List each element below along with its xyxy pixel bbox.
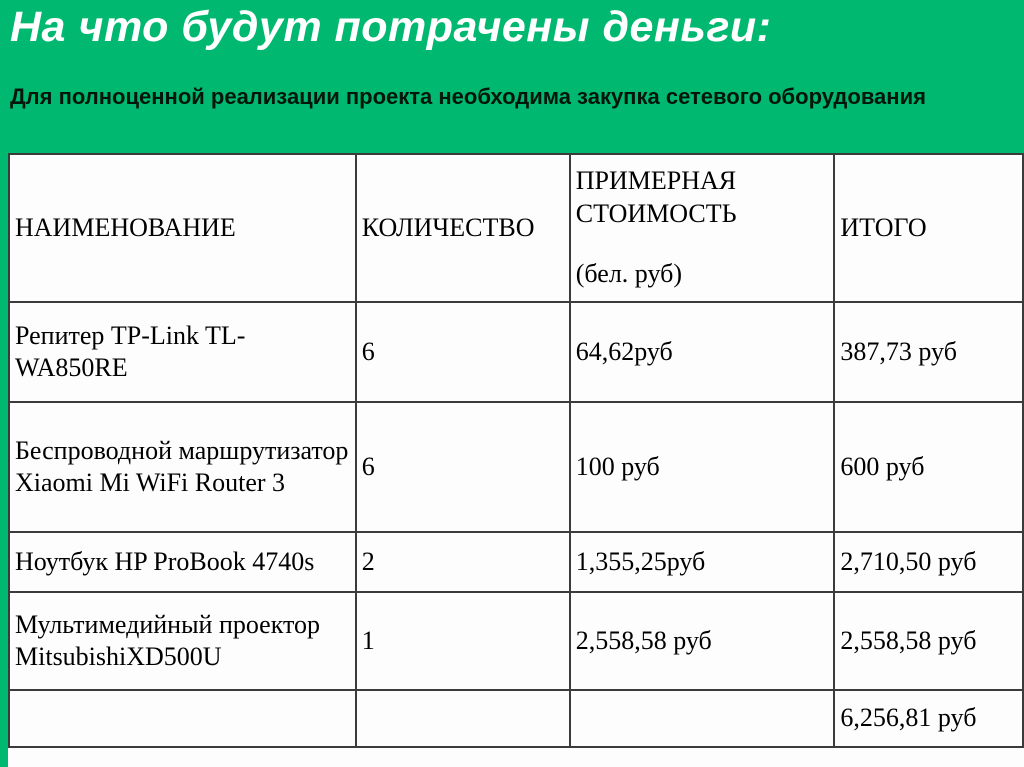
table-total-row: 6,256,81 руб	[8, 689, 1024, 748]
col-header-cost-title: ПРИМЕРНАЯ СТОИМОСТЬ	[575, 166, 737, 228]
cell-item-name: Ноутбук HP ProBook 4740s	[8, 531, 357, 593]
cell-total: 387,73 руб	[833, 301, 1024, 403]
cell-item-name: Беспроводной маршрутизатор Xiaomi Mi WiF…	[8, 401, 357, 533]
col-header-cost-unit: (бел. руб)	[575, 259, 682, 289]
table-row: Мультимедийный проектор MitsubishiXD500U…	[8, 591, 1024, 691]
cell-unit-cost: 100 руб	[568, 401, 836, 533]
col-header-quantity: КОЛИЧЕСТВО	[354, 153, 571, 303]
cell-empty	[8, 689, 357, 748]
cell-grand-total: 6,256,81 руб	[833, 689, 1024, 748]
col-header-cost: ПРИМЕРНАЯ СТОИМОСТЬ (бел. руб)	[568, 153, 836, 303]
cell-unit-cost: 1,355,25руб	[568, 531, 836, 593]
col-header-name: НАИМЕНОВАНИЕ	[8, 153, 357, 303]
cell-quantity: 6	[354, 401, 571, 533]
cell-total: 600 руб	[833, 401, 1024, 533]
cell-empty	[354, 689, 571, 748]
col-header-total: ИТОГО	[833, 153, 1024, 303]
cost-table: НАИМЕНОВАНИЕ КОЛИЧЕСТВО ПРИМЕРНАЯ СТОИМО…	[8, 153, 1024, 748]
cost-table-container: НАИМЕНОВАНИЕ КОЛИЧЕСТВО ПРИМЕРНАЯ СТОИМО…	[8, 153, 1024, 767]
cell-quantity: 1	[354, 591, 571, 691]
table-row: Ноутбук HP ProBook 4740s 2 1,355,25руб 2…	[8, 531, 1024, 593]
cell-quantity: 6	[354, 301, 571, 403]
page-title: На что будут потрачены деньги:	[10, 3, 772, 51]
cell-item-name: Репитер TP-Link TL-WA850RE	[8, 301, 357, 403]
cell-item-name: Мультимедийный проектор MitsubishiXD500U	[8, 591, 357, 691]
cell-total: 2,710,50 руб	[833, 531, 1024, 593]
cell-unit-cost: 2,558,58 руб	[568, 591, 836, 691]
cell-total: 2,558,58 руб	[833, 591, 1024, 691]
table-header-row: НАИМЕНОВАНИЕ КОЛИЧЕСТВО ПРИМЕРНАЯ СТОИМО…	[8, 153, 1024, 303]
cell-empty	[568, 689, 836, 748]
table-row: Репитер TP-Link TL-WA850RE 6 64,62руб 38…	[8, 301, 1024, 403]
page-subtitle: Для полноценной реализации проекта необх…	[10, 84, 926, 109]
cell-quantity: 2	[354, 531, 571, 593]
cell-unit-cost: 64,62руб	[568, 301, 836, 403]
table-row: Беспроводной маршрутизатор Xiaomi Mi WiF…	[8, 401, 1024, 533]
